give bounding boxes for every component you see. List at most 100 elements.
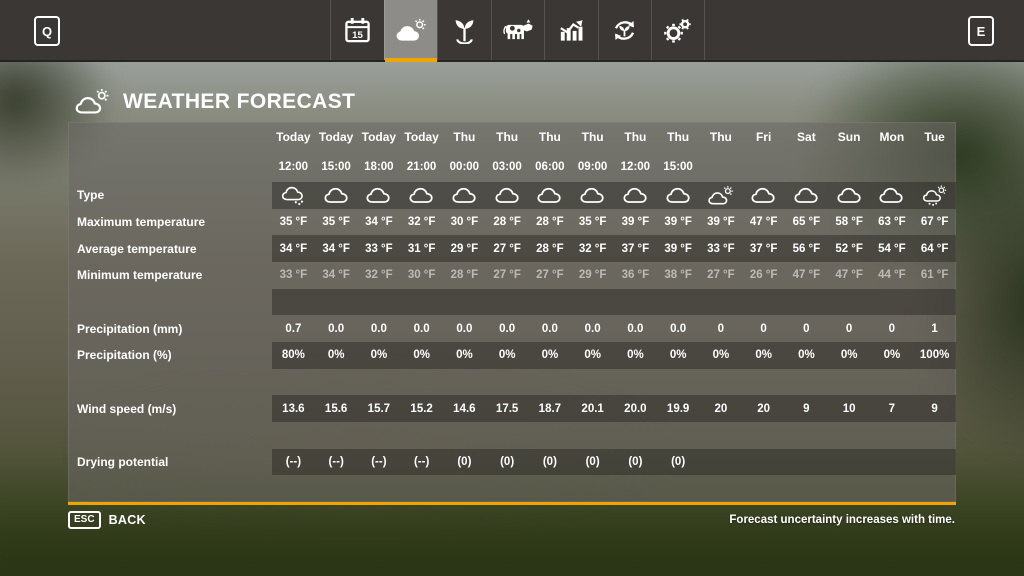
forecast-cell: 0% — [827, 341, 871, 369]
forecast-table: Today Today Today Today Thu Thu Thu Thu Thu Thu Th… — [68, 122, 956, 502]
forecast-cell: 17.5 — [485, 395, 529, 422]
forecast-cell: 28 °F — [493, 215, 521, 228]
forecast-cell: 20.1 — [571, 395, 614, 422]
forecast-cell: 39 °F — [621, 215, 650, 228]
weather-type-cell — [913, 182, 956, 209]
weather-type-cell — [656, 182, 700, 209]
weather-type-cell — [528, 182, 572, 209]
tab-settings[interactable] — [651, 0, 705, 60]
forecast-cell: 1 — [931, 322, 938, 335]
time-header — [785, 152, 828, 182]
forecast-cell: 0 — [845, 322, 853, 335]
day-header: Today — [276, 130, 311, 144]
forecast-cell: 39 °F — [707, 215, 735, 228]
forecast-cell: 36 °F — [621, 269, 650, 282]
weather-type-cell — [827, 182, 871, 209]
time-header — [871, 152, 914, 182]
tab-weather[interactable] — [383, 0, 437, 62]
forecast-cell: 0.0 — [456, 322, 473, 335]
forecast-uncertainty-note: Forecast uncertainty increases with time… — [729, 514, 955, 526]
day-header: Fri — [755, 130, 772, 144]
forecast-panel: Today Today Today Today Thu Thu Thu Thu Thu Thu Th… — [68, 122, 956, 505]
day-header: Today — [318, 130, 354, 144]
forecast-cell: 33 °F — [699, 235, 743, 262]
cloud-icon — [323, 185, 350, 206]
row-label-drying-potential: Drying potential — [77, 454, 169, 469]
forecast-cell: 0.0 — [584, 322, 601, 335]
forecast-cell: (0) — [528, 448, 572, 476]
row-label-spacer-1 — [68, 289, 272, 316]
calendar-icon: 15 — [344, 17, 371, 44]
weather-type-cell — [400, 182, 443, 209]
forecast-cell: 15.6 — [314, 395, 358, 422]
forecast-cell: 0 — [888, 322, 896, 335]
cow-icon — [502, 18, 533, 42]
forecast-cell: 0.0 — [627, 322, 644, 335]
svg-text:15: 15 — [352, 30, 363, 41]
forecast-cell: 52 °F — [827, 235, 871, 262]
menu-top-bar: Q 15 E — [0, 0, 1024, 62]
forecast-cell: 20 — [699, 395, 743, 422]
weather-type-cell — [571, 182, 614, 209]
spacer-row — [272, 475, 956, 502]
time-header — [700, 152, 743, 182]
weather-type-cell — [357, 182, 401, 209]
cloud-icon — [750, 185, 777, 206]
time-header: 18:00 — [364, 161, 394, 173]
forecast-cell: 67 °F — [920, 215, 949, 228]
tab-strip: 15 — [330, 0, 705, 62]
weather-type-cell — [699, 182, 743, 209]
page-title: WEATHER FORECAST — [123, 89, 356, 113]
forecast-cell: 0% — [742, 341, 785, 369]
cloud-icon — [622, 185, 649, 206]
back-button[interactable]: ESC BACK — [68, 511, 146, 529]
tab-production[interactable] — [597, 0, 652, 60]
forecast-cell: 0 — [760, 322, 767, 335]
forecast-cell: 0.0 — [413, 322, 430, 335]
forecast-cell: 33 °F — [279, 269, 308, 282]
forecast-cell — [827, 448, 871, 476]
forecast-cell: 15.2 — [400, 395, 443, 422]
forecast-cell: 31 °F — [400, 235, 443, 262]
forecast-cell: 0% — [485, 341, 529, 369]
forecast-cell: (0) — [656, 448, 700, 476]
back-label: BACK — [108, 513, 146, 527]
forecast-cell: (--) — [357, 448, 401, 476]
forecast-cell: 19.9 — [656, 395, 700, 422]
forecast-cell: 0% — [870, 341, 914, 369]
row-label-wind-speed: Wind speed (m/s) — [77, 401, 177, 416]
sun-cloud-rain-icon — [921, 185, 948, 206]
page-right-key-button[interactable]: E — [968, 16, 994, 46]
forecast-cell: 28 °F — [536, 215, 564, 228]
cloud-icon — [451, 185, 478, 206]
day-header: Thu — [667, 130, 690, 144]
forecast-cell: 9 — [785, 395, 828, 422]
forecast-cell: 14.6 — [443, 395, 486, 422]
forecast-cell: (0) — [443, 448, 486, 476]
weather-type-cell — [314, 182, 358, 209]
forecast-cell: 29 °F — [578, 269, 607, 282]
seedling-icon — [452, 17, 477, 44]
time-header: 15:00 — [321, 161, 351, 173]
row-label-spacer-2 — [68, 369, 272, 396]
time-header: 09:00 — [577, 161, 608, 173]
forecast-cell: 27 °F — [485, 235, 529, 262]
tab-crops[interactable] — [437, 0, 491, 60]
tab-animals[interactable] — [490, 0, 545, 60]
forecast-cell: 30 °F — [450, 215, 479, 228]
tab-calendar[interactable]: 15 — [330, 0, 384, 60]
time-header — [828, 152, 871, 182]
row-label-type: Type — [77, 188, 105, 203]
day-header: Thu — [581, 130, 604, 144]
page-left-key-button[interactable]: Q — [34, 16, 60, 46]
forecast-cell: 32 °F — [407, 215, 436, 228]
forecast-cell: 65 °F — [792, 215, 821, 228]
tab-statistics[interactable] — [544, 0, 598, 60]
forecast-cell: 20.0 — [614, 395, 657, 422]
forecast-cell: 35 °F — [279, 215, 308, 228]
forecast-cell: 34 °F — [365, 215, 393, 228]
spacer-row — [272, 369, 956, 396]
forecast-cell: 27 °F — [493, 269, 521, 282]
day-header: Today — [361, 130, 397, 144]
cloud-icon — [878, 185, 905, 206]
